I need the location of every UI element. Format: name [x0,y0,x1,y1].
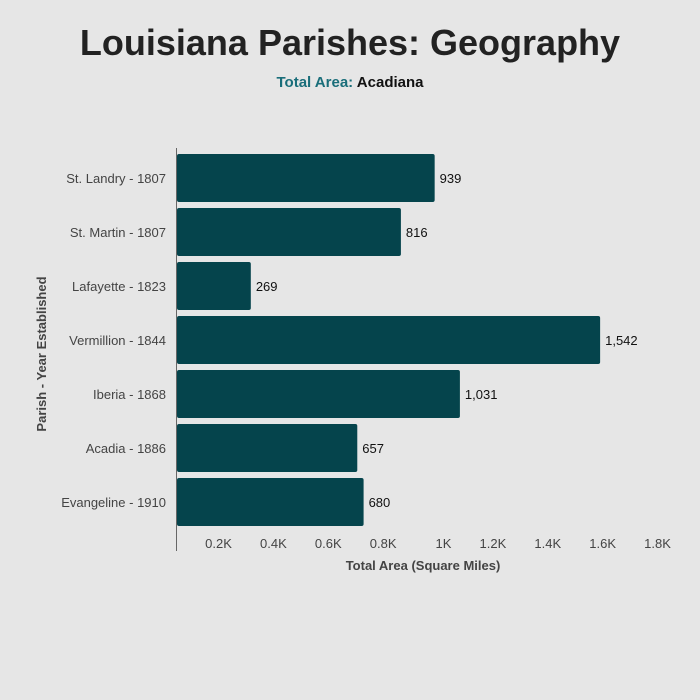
x-tick-label: 1K [435,536,451,551]
bar [177,424,358,472]
subtitle-value: Acadiana [356,74,424,91]
x-tick-label: 0.4K [260,536,287,551]
bar [177,208,401,256]
x-tick-label: 1.8K [644,536,671,551]
category-label: Iberia - 1868 [93,387,166,402]
data-label: 657 [362,441,384,456]
category-label: Acadia - 1886 [86,441,166,456]
y-axis-title: Parish - Year Established [34,276,49,431]
subtitle-label: Total Area: [276,74,354,91]
bar [177,478,364,526]
data-label: 1,542 [605,333,638,348]
x-tick-label: 0.2K [205,536,232,551]
category-label: Lafayette - 1823 [72,279,166,294]
category-label: Evangeline - 1910 [61,495,166,510]
data-label: 939 [440,171,462,186]
x-axis-title: Total Area (Square Miles) [346,558,501,573]
data-label: 269 [256,279,278,294]
x-tick-label: 0.6K [315,536,342,551]
x-tick-label: 1.4K [534,536,561,551]
bar [177,262,251,310]
chart-title: Louisiana Parishes: Geography [79,22,621,63]
data-label: 680 [369,495,391,510]
category-label: St. Martin - 1807 [70,225,166,240]
data-label: 816 [406,225,428,240]
x-tick-label: 0.8K [370,536,397,551]
x-tick-label: 1.6K [589,536,616,551]
x-tick-label: 1.2K [480,536,507,551]
data-label: 1,031 [465,387,498,402]
category-label: St. Landry - 1807 [66,171,166,186]
chart-subtitle: Total Area: Acadiana [0,73,700,93]
bar [177,316,601,364]
bar [177,370,460,418]
bar [177,154,435,202]
category-label: Vermillion - 1844 [69,333,166,348]
